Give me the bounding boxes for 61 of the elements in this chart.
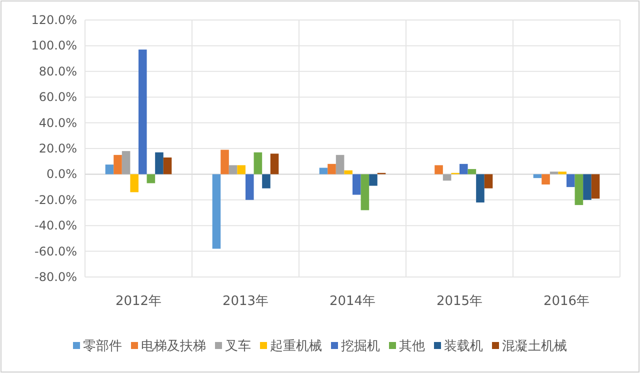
bar	[344, 170, 352, 174]
bar	[434, 165, 443, 174]
x-tick-label: 2015年	[436, 294, 483, 309]
bar	[550, 172, 558, 174]
x-tick-label: 2013年	[222, 294, 269, 309]
y-tick-label: -80.0%	[34, 270, 77, 284]
bar	[319, 168, 328, 174]
y-tick-label: 0.0%	[46, 167, 77, 182]
x-tick-label: 2014年	[329, 294, 376, 309]
bar	[138, 50, 147, 174]
y-tick-label: 100.0%	[31, 38, 77, 53]
legend-label: 混凝土机械	[502, 339, 567, 354]
bar	[583, 174, 592, 200]
x-tick-label: 2012年	[115, 294, 162, 309]
bar	[566, 174, 575, 188]
bar	[352, 174, 361, 195]
bar	[105, 164, 114, 174]
bar	[237, 165, 246, 174]
bar	[336, 154, 344, 174]
bar	[155, 152, 164, 174]
bar	[246, 174, 254, 200]
bar	[360, 174, 370, 210]
y-tick-label: -20.0%	[34, 192, 77, 207]
bar	[533, 174, 542, 178]
bar	[558, 172, 566, 174]
y-tick-label: 120.0%	[31, 13, 77, 27]
legend-label: 起重机械	[270, 339, 322, 354]
legend-label: 叉车	[225, 339, 251, 354]
legend-label: 装载机	[444, 339, 483, 354]
bar	[254, 152, 262, 174]
bar	[212, 174, 221, 249]
bar	[146, 174, 156, 184]
y-tick-label: 80.0%	[38, 64, 77, 78]
y-tick-label: 60.0%	[38, 90, 77, 104]
bar	[468, 169, 476, 174]
bar	[220, 150, 229, 174]
bar	[460, 164, 468, 174]
x-tick-label: 2016年	[543, 294, 590, 309]
bar	[476, 174, 484, 202]
y-tick-label: -40.0%	[34, 218, 77, 233]
bar	[542, 174, 550, 184]
bar	[591, 174, 600, 199]
bar	[484, 174, 493, 188]
bar	[122, 151, 130, 174]
legend-label: 电梯及扶梯	[141, 339, 206, 354]
bar	[574, 174, 584, 206]
bar	[270, 154, 279, 174]
bar	[442, 174, 452, 181]
legend-label: 零部件	[83, 339, 122, 354]
bar	[262, 174, 270, 188]
y-tick-label: 20.0%	[38, 142, 77, 156]
bar	[130, 174, 138, 192]
bar	[228, 165, 238, 174]
legend-label: 挖掘机	[341, 339, 380, 354]
bar	[163, 157, 172, 174]
legend-label: 其他	[399, 339, 425, 354]
y-tick-label: -60.0%	[34, 244, 77, 258]
bar	[328, 164, 336, 174]
bar	[114, 154, 122, 174]
y-tick-label: 40.0%	[38, 116, 77, 130]
bar	[369, 174, 378, 186]
